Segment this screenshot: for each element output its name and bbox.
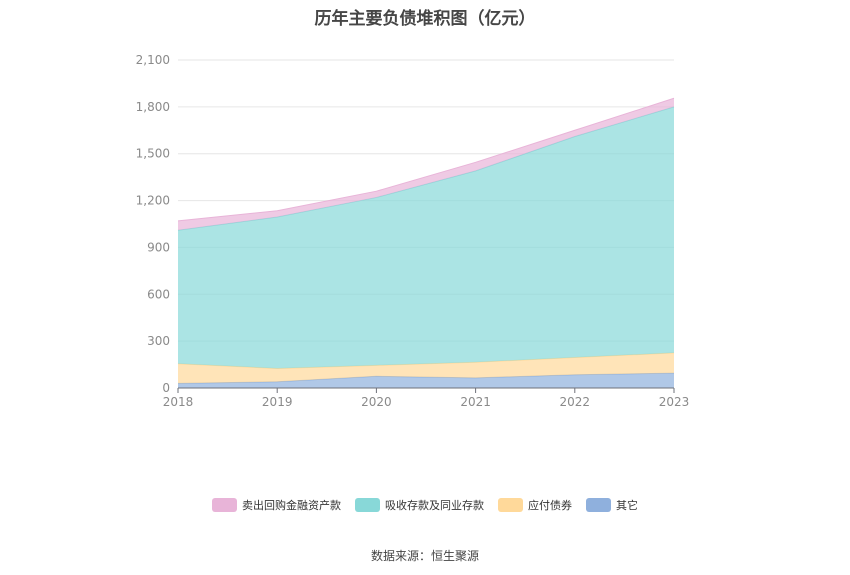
x-tick-label: 2019 [262,395,293,409]
area-卖出回购金融资产款 [178,98,674,231]
legend-item[interactable]: 卖出回购金融资产款 [212,497,341,513]
y-tick-label: 1,500 [136,147,170,161]
legend-item[interactable]: 吸收存款及同业存款 [355,497,484,513]
y-tick-label: 300 [147,334,170,348]
x-tick-label: 2023 [659,395,690,409]
x-tick-label: 2020 [361,395,392,409]
area-series [177,97,675,388]
legend-label: 应付债券 [528,499,572,512]
legend-swatch [212,498,237,512]
legend-label: 吸收存款及同业存款 [385,499,484,512]
y-tick-label: 900 [147,240,170,254]
stacked-area-chart: 0 300 600 900 1,200 1,500 1,800 2,100 2018 2019 20… [136,53,690,409]
data-source: 数据来源：恒生聚源 [370,549,479,563]
legend: 卖出回购金融资产款 吸收存款及同业存款 应付债券 其它 [0,497,850,513]
x-tick-label: 2021 [460,395,491,409]
legend-label: 卖出回购金融资产款 [242,499,341,512]
legend-item[interactable]: 应付债券 [498,497,572,513]
x-tick-label: 2022 [560,395,591,409]
legend-swatch [498,498,523,512]
area-吸收存款及同业存款 [178,106,674,369]
legend-swatch [355,498,380,512]
chart-title: 历年主要负债堆积图（亿元） [314,9,536,29]
legend-item[interactable]: 其它 [586,497,638,513]
x-tick-label: 2018 [163,395,194,409]
y-tick-label: 2,100 [136,53,170,67]
legend-swatch [586,498,611,512]
y-tick-label: 0 [162,381,170,395]
area-其它 [178,373,674,388]
y-tick-label: 600 [147,287,170,301]
y-tick-label: 1,800 [136,100,170,114]
area-应付债券 [178,352,674,384]
y-tick-label: 1,200 [136,194,170,208]
area-edge [177,97,675,222]
axes: 0 300 600 900 1,200 1,500 1,800 2,100 2018 2019 20… [136,53,690,409]
legend-label: 其它 [616,499,638,512]
